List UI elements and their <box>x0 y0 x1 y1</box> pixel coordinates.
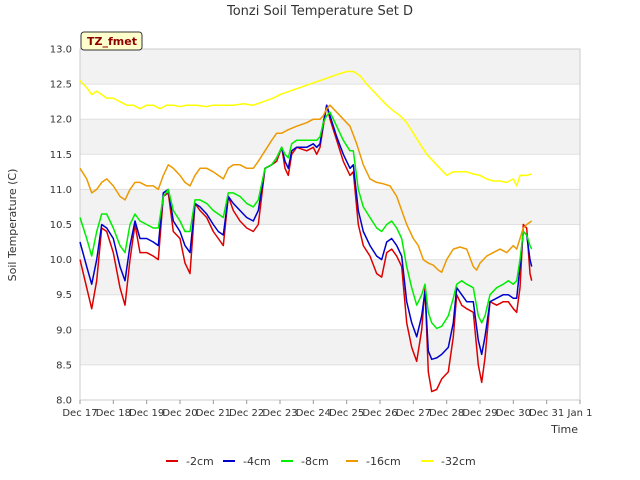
plot-band <box>80 294 580 330</box>
badge-label: TZ_fmet <box>87 35 137 48</box>
y-tick-label: 13.0 <box>50 45 72 56</box>
legend-label: -4cm <box>243 455 271 468</box>
x-tick-label: Dec 22 <box>229 408 264 419</box>
y-axis-label: Soil Temperature (C) <box>6 169 19 282</box>
plot-border <box>79 48 581 401</box>
legend-label: -16cm <box>366 455 401 468</box>
x-tick-label: Dec 19 <box>129 408 164 419</box>
x-tick-label: Dec 17 <box>62 408 97 419</box>
y-tick-label: 9.0 <box>56 325 72 336</box>
plot-band <box>80 364 580 400</box>
x-tick-label: Dec 20 <box>162 408 197 419</box>
x-axis-label: Time <box>550 423 578 436</box>
x-tick-label: Dec 23 <box>262 408 297 419</box>
series-lines <box>79 70 533 393</box>
series-line-minus16cm <box>79 104 533 273</box>
y-axis: 8.0 8.5 9.0 9.5 10.0 10.5 11.0 11.5 12.0 12.5 13.0 <box>50 45 72 407</box>
x-tick-label: Dec 28 <box>429 408 464 419</box>
y-tick-label: 8.0 <box>56 396 72 407</box>
plot-band <box>80 329 580 365</box>
x-tick-label: Dec 27 <box>396 408 431 419</box>
y-tick-label: 11.5 <box>50 150 72 161</box>
y-tick-label: 10.5 <box>50 220 72 231</box>
badge: TZ_fmet <box>80 31 143 51</box>
y-tick-label: 8.5 <box>56 360 72 371</box>
x-tick-label: Dec 31 <box>529 408 564 419</box>
series-line-minus8cm <box>79 111 533 330</box>
x-tick-label: Dec 30 <box>496 408 531 419</box>
x-tick-label: Jan 1 <box>567 408 593 419</box>
x-tick-label: Dec 24 <box>296 408 331 419</box>
legend-label: -8cm <box>301 455 329 468</box>
plot-band <box>80 154 580 190</box>
y-tick-label: 9.5 <box>56 290 72 301</box>
x-tick-label: Dec 26 <box>362 408 397 419</box>
plot-band <box>80 119 580 155</box>
legend-label: -32cm <box>441 455 476 468</box>
plot-band <box>80 259 580 295</box>
plot-background <box>80 49 580 400</box>
legend: -2cm -4cm -8cm -16cm -32cm <box>166 455 476 468</box>
plot-band <box>80 224 580 260</box>
y-tick-label: 10.0 <box>50 255 72 266</box>
plot-band <box>80 189 580 225</box>
series-line-minus32cm <box>79 70 532 187</box>
y-tick-label: 12.5 <box>50 80 72 91</box>
x-tick-label: Dec 18 <box>96 408 131 419</box>
x-tick-label: Dec 21 <box>196 408 231 419</box>
y-tick-label: 12.0 <box>50 115 72 126</box>
chart-title: Tonzi Soil Temperature Set D <box>226 4 413 19</box>
y-tick-label: 11.0 <box>50 185 72 196</box>
plot-band <box>80 49 580 85</box>
x-tick-label: Dec 29 <box>462 408 497 419</box>
x-tick-label: Dec 25 <box>329 408 364 419</box>
legend-label: -2cm <box>186 455 214 468</box>
